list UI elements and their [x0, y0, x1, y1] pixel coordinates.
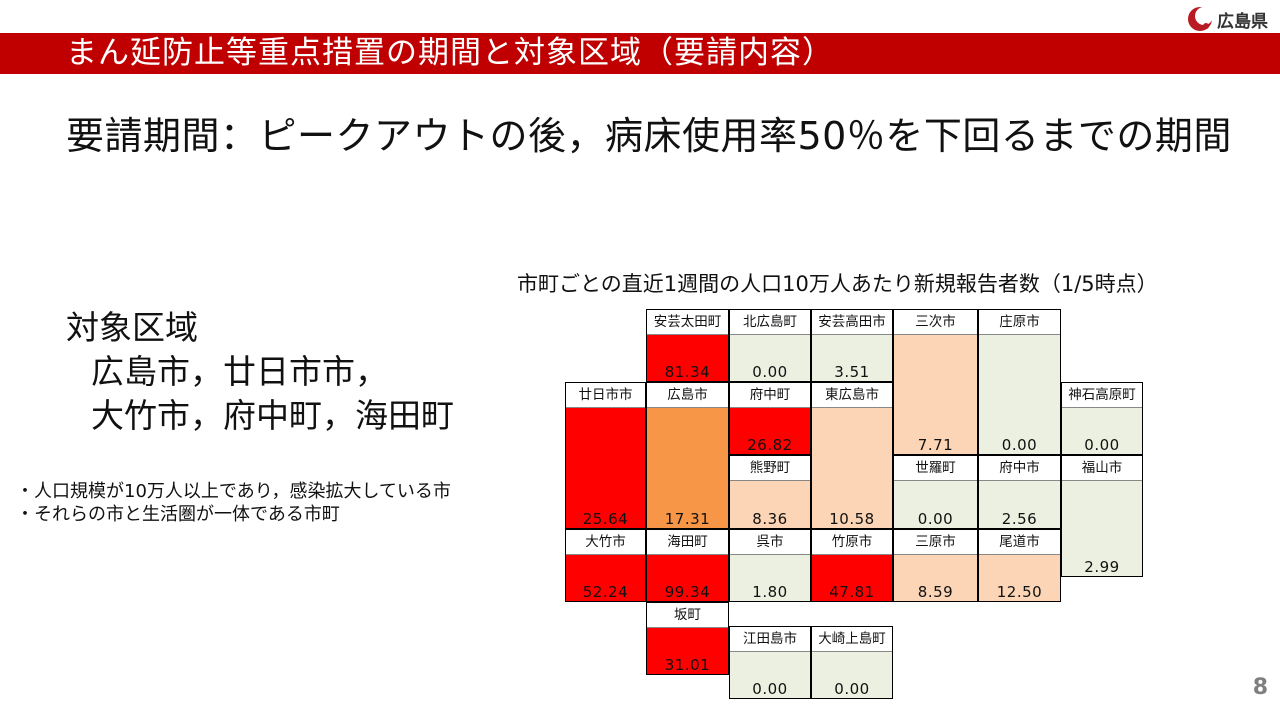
- map-cell: 尾道市 12.50: [978, 529, 1061, 602]
- map-cell: 竹原市 47.81: [811, 529, 893, 602]
- cell-name: 三次市: [894, 310, 977, 335]
- cell-name: 福山市: [1062, 456, 1142, 481]
- cell-value: 47.81: [829, 583, 875, 601]
- cell-value: 0.00: [1084, 436, 1120, 454]
- cell-name: 廿日市市: [566, 383, 645, 408]
- cell-name: 三原市: [894, 530, 977, 555]
- target-area-block: 対象区域 広島市，廿日市市， 大竹市，府中町，海田町: [66, 306, 454, 438]
- map-cell: 北広島町 0.00: [729, 309, 811, 382]
- cell-value: 0.00: [1001, 436, 1038, 454]
- cell-value: 17.31: [664, 510, 711, 528]
- map-cell: 神石高原町 0.00: [1061, 382, 1143, 455]
- cell-name: 世羅町: [894, 456, 977, 481]
- cell-value: 52.24: [582, 583, 629, 601]
- map-cell: 江田島市 0.00: [729, 626, 811, 699]
- cell-value: 0.00: [752, 680, 788, 698]
- logo-text: 広島県: [1217, 11, 1268, 32]
- request-period: 要請期間：ピークアウトの後，病床使用率50％を下回るまでの期間: [66, 114, 1232, 158]
- prefecture-logo: 広島県: [1187, 5, 1268, 33]
- slide-title: まん延防止等重点措置の期間と対象区域（要請内容）: [0, 33, 1280, 74]
- cell-value: 12.50: [996, 583, 1043, 601]
- cell-value: 2.99: [1084, 558, 1120, 576]
- criteria-note: ・人口規模が10万人以上であり，感染拡大している市: [16, 481, 451, 502]
- cell-name: 北広島町: [730, 310, 810, 335]
- cell-value: 99.34: [664, 583, 711, 601]
- hiroshima-logo-icon: [1187, 6, 1213, 32]
- cell-value: 31.01: [664, 656, 711, 674]
- cell-name: 江田島市: [730, 627, 810, 652]
- map-cell: 坂町 31.01: [646, 602, 729, 675]
- cell-name: 府中市: [979, 456, 1060, 481]
- map-cell: 安芸太田町 81.34: [646, 309, 729, 382]
- target-area-heading: 対象区域: [66, 308, 198, 347]
- map-cell: 世羅町 0.00: [893, 455, 978, 529]
- cell-name: 庄原市: [979, 310, 1060, 335]
- cell-name: 坂町: [647, 603, 728, 628]
- cell-name: 広島市: [647, 383, 728, 408]
- cell-name: 安芸高田市: [812, 310, 892, 335]
- cell-name: 神石高原町: [1062, 383, 1142, 408]
- criteria-notes: ・人口規模が10万人以上であり，感染拡大している市 ・それらの市と生活圏が一体で…: [16, 480, 451, 526]
- target-area-line-1: 広島市，廿日市市，: [91, 352, 388, 391]
- cell-name: 東広島市: [812, 383, 892, 408]
- cell-value: 0.00: [917, 510, 954, 528]
- target-area-line-2: 大竹市，府中町，海田町: [91, 396, 454, 435]
- cell-value: 26.82: [747, 436, 793, 454]
- cell-name: 府中町: [730, 383, 810, 408]
- cell-value: 25.64: [582, 510, 629, 528]
- map-cell: 三次市 7.71: [893, 309, 978, 455]
- map-caption: 市町ごとの直近1週間の人口10万人あたり新規報告者数（1/5時点）: [517, 272, 1158, 296]
- cell-value: 8.36: [752, 510, 788, 528]
- cell-value: 0.00: [834, 680, 870, 698]
- map-cell: 廿日市市 25.64: [565, 382, 646, 529]
- cell-value: 1.80: [752, 583, 788, 601]
- map-cell: 安芸高田市 3.51: [811, 309, 893, 382]
- map-cell: 広島市 17.31: [646, 382, 729, 529]
- cell-name: 尾道市: [979, 530, 1060, 555]
- map-cell: 庄原市 0.00: [978, 309, 1061, 455]
- cell-value: 0.00: [752, 363, 788, 381]
- cell-value: 3.51: [834, 363, 870, 381]
- map-cell: 福山市 2.99: [1061, 455, 1143, 577]
- map-cell: 東広島市 10.58: [811, 382, 893, 529]
- map-cell: 海田町 99.34: [646, 529, 729, 602]
- cell-name: 海田町: [647, 530, 728, 555]
- cell-name: 熊野町: [730, 456, 810, 481]
- cell-name: 大崎上島町: [812, 627, 892, 652]
- map-cell: 三原市 8.59: [893, 529, 978, 602]
- cell-value: 10.58: [829, 510, 875, 528]
- cell-value: 2.56: [1001, 510, 1038, 528]
- cell-value: 81.34: [664, 363, 711, 381]
- criteria-note: ・それらの市と生活圏が一体である市町: [16, 504, 340, 525]
- cell-name: 竹原市: [812, 530, 892, 555]
- cell-value: 7.71: [917, 436, 954, 454]
- map-cell: 大崎上島町 0.00: [811, 626, 893, 699]
- map-cell: 大竹市 52.24: [565, 529, 646, 602]
- cell-name: 安芸太田町: [647, 310, 728, 335]
- cell-name: 呉市: [730, 530, 810, 555]
- cell-name: 大竹市: [566, 530, 645, 555]
- map-cell: 熊野町 8.36: [729, 455, 811, 529]
- map-cell: 府中市 2.56: [978, 455, 1061, 529]
- map-cell: 呉市 1.80: [729, 529, 811, 602]
- cell-value: 8.59: [917, 583, 954, 601]
- map-cell: 府中町 26.82: [729, 382, 811, 455]
- page-number: 8: [1252, 675, 1268, 700]
